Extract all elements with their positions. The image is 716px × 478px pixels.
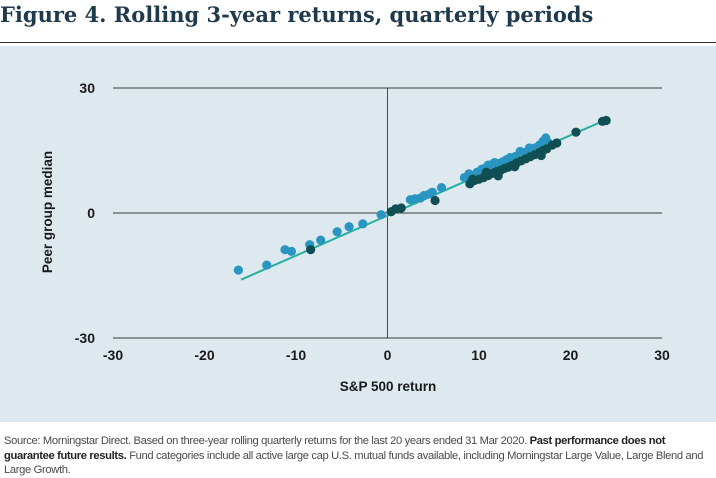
x-tick-label: -10 [286,347,306,363]
footnote-source: Source: Morningstar Direct. Based on thr… [4,435,527,447]
x-tick-label: 0 [384,347,392,363]
y-tick-label: 30 [79,80,95,96]
chart-panel: -30 -20 -10 0 10 20 30 -30 0 30 S&P 500 return Pe… [0,46,716,422]
data-point-dark [306,245,316,255]
data-point-light [332,227,342,237]
x-tick-label: -30 [103,347,123,363]
data-point-dark [536,150,546,161]
x-tick-label: -20 [194,347,214,363]
data-point-light [316,235,326,245]
data-point-light [376,210,386,220]
data-point-light [286,246,297,256]
title-divider [0,42,716,43]
points-layer [233,115,611,275]
figure-title: Figure 4. Rolling 3-year returns, quarte… [0,2,594,27]
x-tick-label: 10 [471,347,487,363]
y-tick-label: 0 [87,205,95,221]
scatter-chart: -30 -20 -10 0 10 20 30 -30 0 30 S&P 500 return Pe… [40,80,670,394]
data-point-light [427,187,437,197]
data-point-light [262,260,272,270]
data-point-dark [481,167,491,177]
data-point-dark [601,115,611,126]
data-point-light [233,265,243,275]
data-point-light [436,182,447,193]
data-point-dark [430,195,440,206]
tick-labels-layer: -30 -20 -10 0 10 20 30 -30 0 30 [75,80,670,363]
data-point-dark [396,203,406,213]
x-tick-label: 20 [563,347,579,363]
footnote-emphasis: Past performance does not guarantee futu… [4,435,666,462]
data-point-light [344,222,354,232]
y-tick-label: -30 [75,330,95,346]
data-point-dark [510,162,520,172]
x-tick-label: 30 [654,347,670,363]
data-point-light [358,219,368,229]
footnote: Source: Morningstar Direct. Based on thr… [4,434,714,478]
data-point-dark [493,171,503,181]
data-point-dark [571,127,581,137]
data-point-dark [552,138,562,148]
data-point-dark [467,174,478,184]
axes-layer [113,87,662,339]
y-axis-label: Peer group median [40,151,55,273]
x-axis-label: S&P 500 return [340,379,437,394]
